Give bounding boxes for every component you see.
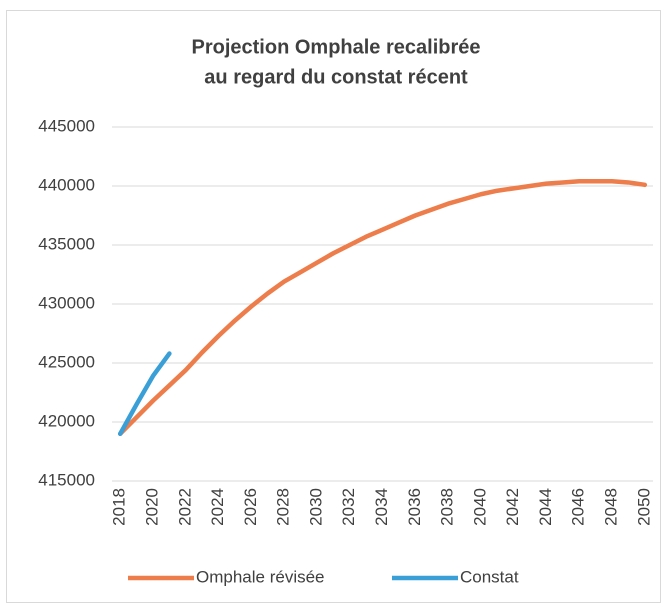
y-tick-label: 420000 (38, 411, 95, 430)
x-tick-label: 2026 (241, 488, 260, 526)
x-tick-label: 2030 (306, 488, 325, 526)
series-line (117, 179, 648, 437)
x-tick-label: 2046 (569, 488, 588, 526)
chart-frame (6, 10, 661, 603)
y-tick-label: 440000 (38, 175, 95, 194)
y-tick-label: 430000 (38, 293, 95, 312)
x-tick-label: 2042 (503, 488, 522, 526)
x-tick-label: 2048 (601, 488, 620, 526)
legend-label: Constat (460, 567, 519, 586)
y-tick-label: 425000 (38, 352, 95, 371)
series-line (117, 351, 172, 437)
y-tick-label: 435000 (38, 234, 95, 253)
x-tick-label: 2034 (372, 488, 391, 526)
x-tick-label: 2020 (142, 488, 161, 526)
x-tick-label: 2022 (175, 488, 194, 526)
y-tick-label: 415000 (38, 470, 95, 489)
legend-label: Omphale révisée (196, 567, 325, 586)
x-tick-label: 2018 (110, 488, 129, 526)
x-tick-label: 2044 (536, 488, 555, 526)
y-tick-label: 445000 (38, 116, 95, 135)
chart-title: Projection Omphale recalibrée (192, 36, 481, 58)
x-tick-label: 2038 (438, 488, 457, 526)
x-tick-label: 2036 (405, 488, 424, 526)
x-tick-label: 2024 (208, 488, 227, 526)
x-tick-label: 2050 (634, 488, 653, 526)
x-tick-label: 2040 (470, 488, 489, 526)
x-tick-label: 2028 (274, 488, 293, 526)
x-tick-label: 2032 (339, 488, 358, 526)
chart-title: au regard du constat récent (204, 66, 468, 88)
